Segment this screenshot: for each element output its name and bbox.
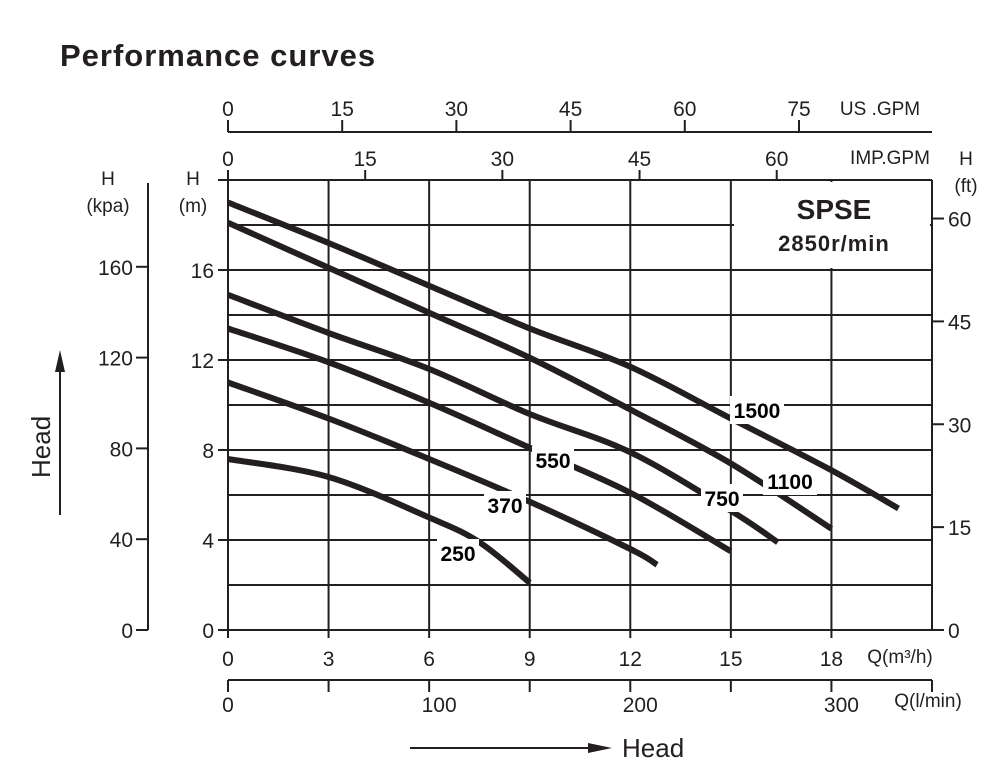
y-tick-label: 0 <box>202 620 214 643</box>
side-head-label: Head <box>26 416 56 478</box>
y-tick-label: 8 <box>202 440 214 463</box>
lmin-axis-label: Q(l/min) <box>894 691 962 712</box>
us-gpm-tick-label: 75 <box>787 98 810 121</box>
us-gpm-tick-label: 15 <box>331 98 354 121</box>
curves <box>226 199 900 586</box>
kpa-axis-unit: (kpa) <box>86 196 129 217</box>
kpa-tick-label: 0 <box>121 620 133 643</box>
curve-label-bg <box>701 484 743 512</box>
ft-tick-label: 0 <box>948 620 960 643</box>
imp-gpm-axis-label: IMP.GPM <box>850 148 930 169</box>
imp-gpm-tick-label: 60 <box>765 148 788 171</box>
ft-axis-unit: (ft) <box>954 176 977 197</box>
y-tick-label: 4 <box>202 530 214 553</box>
curve-label-bg <box>730 396 784 424</box>
curve-label-bg <box>763 467 817 495</box>
head-arrow-horizontal <box>410 743 612 753</box>
curve-1500 <box>226 199 900 512</box>
x-tick-label: 12 <box>619 648 642 671</box>
curve-1100 <box>226 220 834 532</box>
kpa-axis-h: H <box>101 169 115 190</box>
head-arrow-vertical <box>55 350 65 515</box>
curve-550 <box>227 325 733 554</box>
us-gpm-tick-label: 60 <box>673 98 696 121</box>
curve-label-1500: 1500 <box>734 400 781 423</box>
m-axis-unit: (m) <box>179 196 207 217</box>
curve-labels: 250 370 550 750 1100 1500 <box>437 396 817 567</box>
m-axis-h: H <box>186 169 200 190</box>
us-gpm-tick-label: 30 <box>445 98 468 121</box>
curve-label-750: 750 <box>704 488 739 511</box>
curve-label-370: 370 <box>487 495 522 518</box>
x-tick-label: 0 <box>222 648 234 671</box>
imp-gpm-tick-label: 0 <box>222 148 234 171</box>
curve-250 <box>227 456 532 586</box>
us-gpm-axis-label: US .GPM <box>840 99 920 120</box>
ft-tick-label: 15 <box>948 517 971 540</box>
grid <box>227 179 933 631</box>
x-axis-label: Q(m³/h) <box>867 647 932 668</box>
ft-tick-label: 30 <box>948 414 971 437</box>
y-tick-label: 12 <box>191 350 214 373</box>
x-tick-label: 6 <box>423 648 435 671</box>
x-tick-label: 3 <box>323 648 335 671</box>
chart-title: Performance curves <box>60 38 376 73</box>
bottom-head-label: Head <box>622 733 684 763</box>
us-gpm-tick-label: 0 <box>222 98 234 121</box>
ft-axis-h: H <box>959 149 973 170</box>
kpa-tick-label: 80 <box>110 438 133 461</box>
x-tick-label: 9 <box>524 648 536 671</box>
curve-370 <box>226 379 659 568</box>
curve-label-1100: 1100 <box>767 471 813 494</box>
curve-label-bg <box>532 446 574 474</box>
lmin-tick-label: 100 <box>422 694 457 717</box>
x-tick-label: 15 <box>719 648 742 671</box>
lmin-tick-label: 300 <box>824 694 859 717</box>
x-tick-label: 18 <box>820 648 843 671</box>
speed-label: 2850r/min <box>778 231 890 256</box>
curve-label-550: 550 <box>535 450 570 473</box>
us-gpm-tick-label: 45 <box>559 98 582 121</box>
kpa-tick-label: 120 <box>98 348 133 371</box>
imp-gpm-tick-label: 15 <box>353 148 376 171</box>
curve-label-bg <box>437 539 479 567</box>
curve-label-250: 250 <box>440 543 475 566</box>
imp-gpm-tick-label: 45 <box>628 148 651 171</box>
ft-tick-label: 45 <box>948 311 971 334</box>
imp-gpm-tick-label: 30 <box>491 148 514 171</box>
lmin-tick-label: 0 <box>222 694 234 717</box>
y-tick-label: 16 <box>191 260 214 283</box>
lmin-tick-label: 200 <box>623 694 658 717</box>
ft-tick-label: 60 <box>948 209 971 232</box>
curve-label-bg <box>484 491 526 519</box>
kpa-tick-label: 40 <box>110 529 133 552</box>
kpa-tick-label: 160 <box>98 257 133 280</box>
model-box: SPSE 2850r/min <box>734 182 930 268</box>
model-name: SPSE <box>797 194 872 225</box>
